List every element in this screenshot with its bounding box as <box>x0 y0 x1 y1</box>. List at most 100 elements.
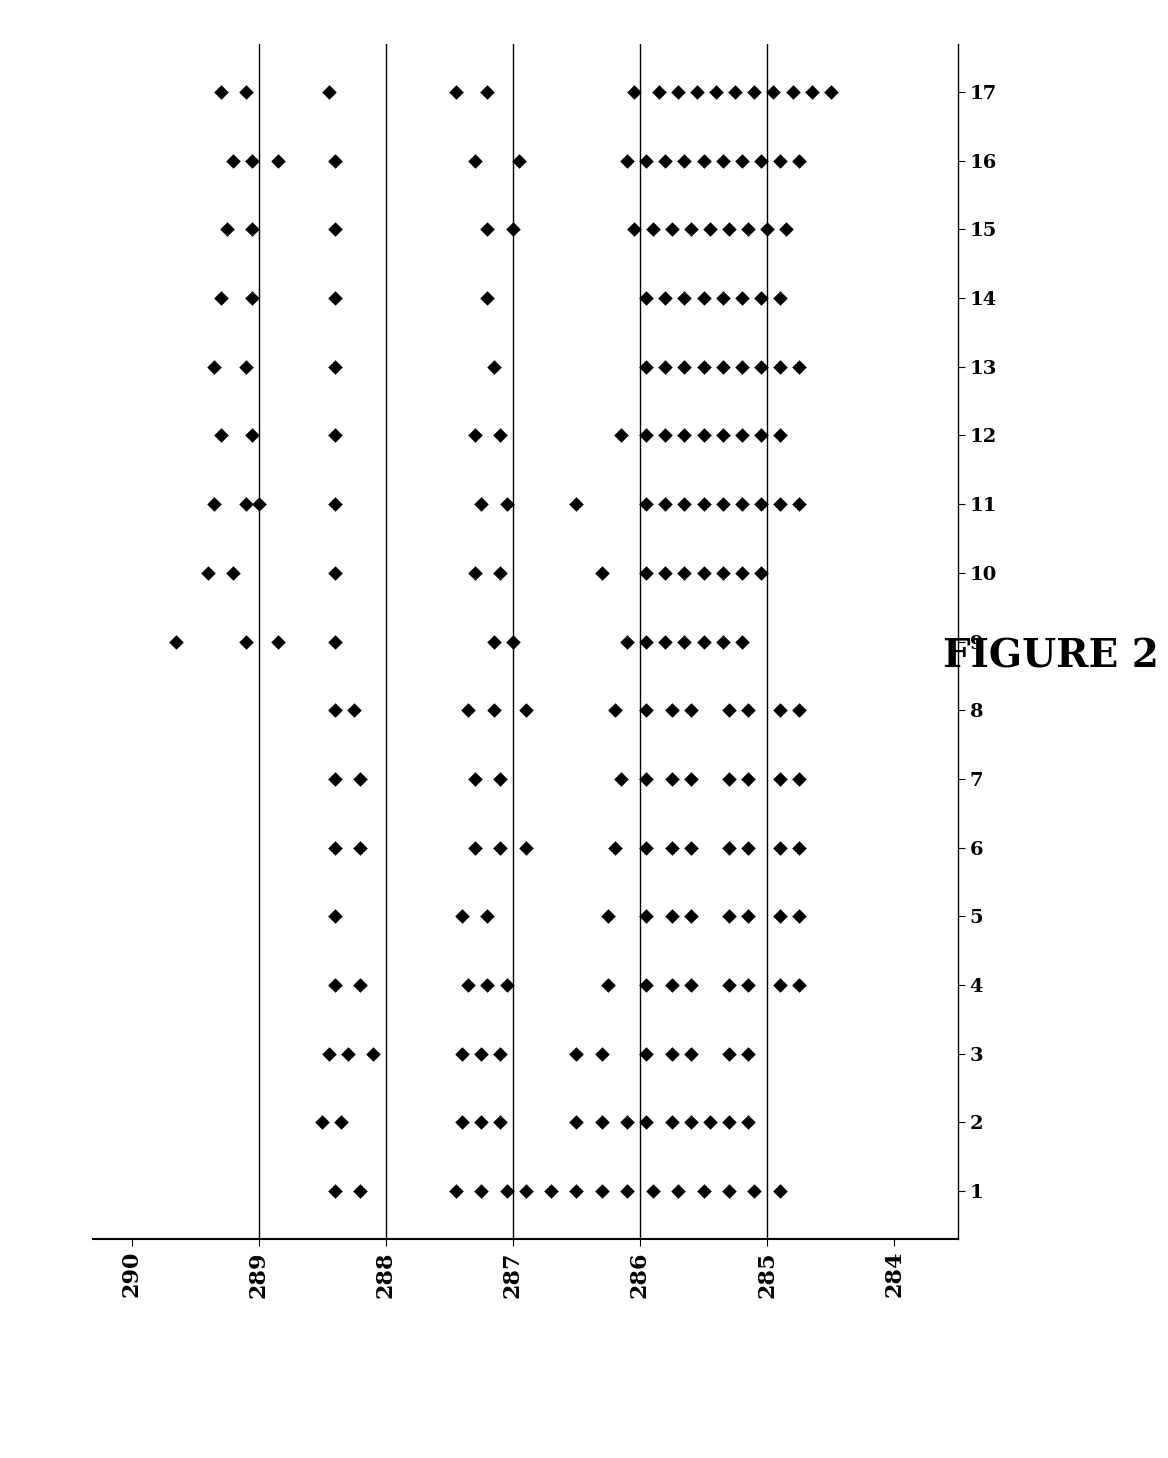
Point <box>726 80 745 104</box>
Point <box>516 698 535 722</box>
Point <box>516 1180 535 1203</box>
Point <box>669 80 688 104</box>
Point <box>459 698 478 722</box>
Point <box>745 1180 764 1203</box>
Point <box>313 1111 332 1134</box>
Point <box>326 698 345 722</box>
Point <box>790 354 808 378</box>
Point <box>326 149 345 172</box>
Point <box>719 974 738 997</box>
Point <box>217 217 236 241</box>
Point <box>453 905 472 929</box>
Point <box>637 698 655 722</box>
Point <box>211 286 230 309</box>
Point <box>498 1180 516 1203</box>
Point <box>656 354 675 378</box>
Point <box>269 630 287 653</box>
Point <box>649 80 668 104</box>
Point <box>790 835 808 859</box>
Point <box>465 424 484 448</box>
Point <box>326 424 345 448</box>
Point <box>758 217 777 241</box>
Point <box>568 1180 586 1203</box>
Point <box>199 561 217 585</box>
Point <box>644 1180 662 1203</box>
Point <box>237 493 256 516</box>
Point <box>688 80 707 104</box>
Point <box>478 286 496 309</box>
Point <box>326 1180 345 1203</box>
Point <box>732 424 751 448</box>
Point <box>542 1180 561 1203</box>
Point <box>510 149 529 172</box>
Point <box>332 1111 350 1134</box>
Point <box>790 493 808 516</box>
Point <box>485 698 503 722</box>
Point <box>738 1042 757 1066</box>
Point <box>453 1042 472 1066</box>
Point <box>326 767 345 790</box>
Point <box>694 493 712 516</box>
Point <box>701 1111 719 1134</box>
Point <box>719 698 738 722</box>
Point <box>446 1180 465 1203</box>
Point <box>714 493 732 516</box>
Point <box>618 1180 637 1203</box>
Point <box>694 424 712 448</box>
Point <box>326 835 345 859</box>
Point <box>485 630 503 653</box>
Point <box>662 767 681 790</box>
Point <box>790 698 808 722</box>
Point <box>472 1180 491 1203</box>
Point <box>681 698 700 722</box>
Point <box>498 493 516 516</box>
Point <box>637 767 655 790</box>
Point <box>339 1042 357 1066</box>
Point <box>681 767 700 790</box>
Point <box>771 905 790 929</box>
Point <box>656 424 675 448</box>
Point <box>771 286 790 309</box>
Point <box>568 1111 586 1134</box>
Point <box>681 1111 700 1134</box>
Point <box>675 354 694 378</box>
Point <box>465 561 484 585</box>
Point <box>662 835 681 859</box>
Point <box>714 286 732 309</box>
Point <box>681 974 700 997</box>
Point <box>637 835 655 859</box>
Point <box>592 561 611 585</box>
Point <box>771 493 790 516</box>
Point <box>352 974 370 997</box>
Point <box>491 767 509 790</box>
Point <box>224 561 243 585</box>
Point <box>326 974 345 997</box>
Point <box>637 286 655 309</box>
Point <box>790 974 808 997</box>
Point <box>732 286 751 309</box>
Point <box>204 493 223 516</box>
Point <box>714 149 732 172</box>
Point <box>211 424 230 448</box>
Point <box>637 149 655 172</box>
Point <box>644 217 662 241</box>
Point <box>516 835 535 859</box>
Point <box>612 424 631 448</box>
Point <box>790 905 808 929</box>
Point <box>732 561 751 585</box>
Point <box>363 1042 382 1066</box>
Point <box>738 835 757 859</box>
Point <box>790 149 808 172</box>
Point <box>675 286 694 309</box>
Point <box>319 1042 338 1066</box>
Point <box>751 149 770 172</box>
Point <box>714 354 732 378</box>
Point <box>637 561 655 585</box>
Point <box>745 80 764 104</box>
Point <box>738 905 757 929</box>
Point <box>503 630 522 653</box>
Point <box>167 630 186 653</box>
Point <box>656 561 675 585</box>
Point <box>662 1111 681 1134</box>
Point <box>719 905 738 929</box>
